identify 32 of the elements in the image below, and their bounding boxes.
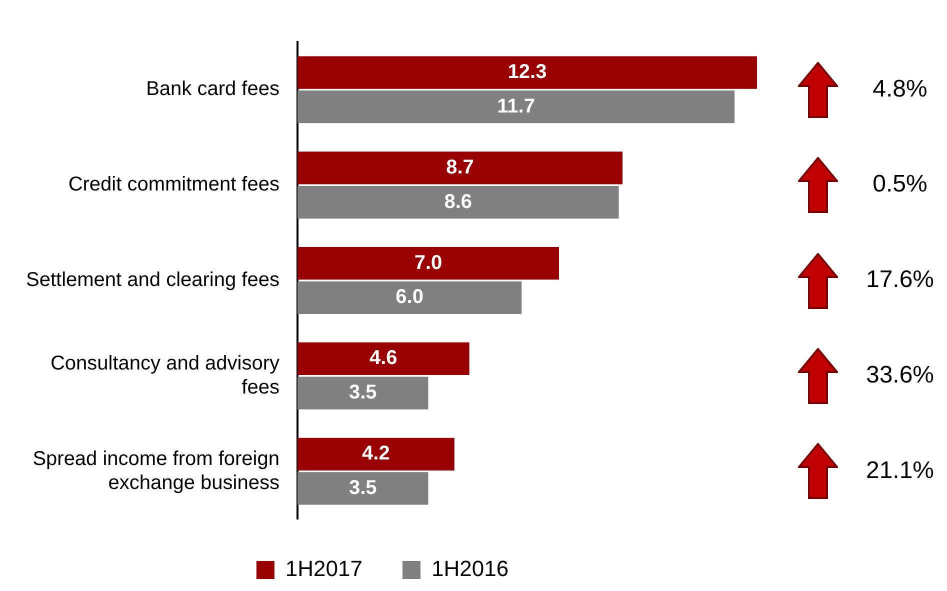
bar — [297, 186, 619, 219]
text: 0.5% — [872, 170, 928, 198]
text: 21.1% — [866, 456, 934, 484]
bar — [297, 472, 428, 505]
text: 4.8% — [872, 75, 928, 102]
data-label: 11.7 — [497, 95, 535, 118]
bar — [297, 281, 522, 314]
legend-label: 1H2017 — [285, 556, 363, 582]
text: 17.6% — [866, 266, 934, 294]
y-tick-label: Consultancy and advisory fees — [50, 352, 280, 398]
legend-label: 1H2016 — [432, 556, 509, 582]
bar — [297, 376, 428, 410]
y-tick-label: Credit commitment fees — [68, 174, 280, 196]
y-tick-label: Bank card fees — [146, 78, 280, 100]
y-tick-label: Spread income from foreign exchange business — [32, 448, 280, 494]
bar — [297, 247, 559, 280]
text: 33.6% — [866, 362, 934, 389]
y-tick-label: Settlement and clearing fees — [26, 269, 280, 292]
data-label: 6.0 — [396, 286, 424, 308]
data-label: 8.7 — [446, 156, 474, 178]
bar — [297, 90, 735, 124]
bar — [297, 56, 757, 89]
data-label: 12.3 — [508, 61, 547, 84]
data-label: 4.6 — [370, 347, 398, 370]
data-label: 4.2 — [362, 442, 390, 465]
bar — [297, 152, 623, 184]
bar — [297, 342, 470, 376]
data-label: 7.0 — [414, 252, 442, 274]
bar — [297, 438, 454, 470]
data-label: 3.5 — [348, 476, 377, 499]
data-label: 3.5 — [348, 382, 377, 404]
data-label: 8.6 — [444, 190, 472, 213]
